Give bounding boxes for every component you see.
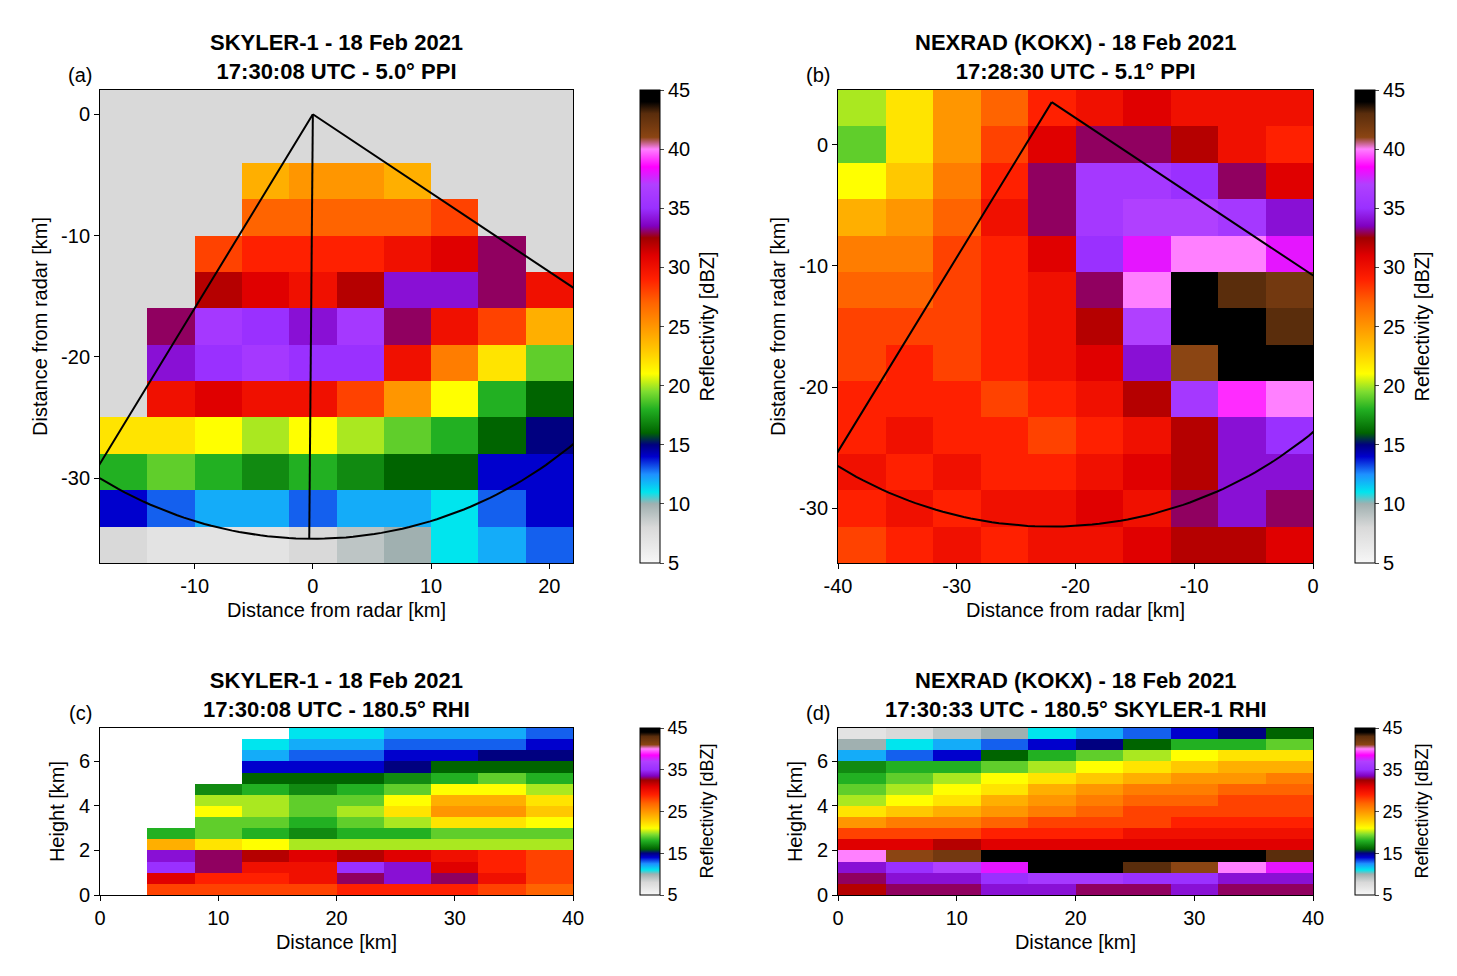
svg-text:40: 40	[562, 907, 584, 929]
svg-text:40: 40	[668, 138, 690, 160]
svg-text:-30: -30	[61, 467, 90, 489]
svg-text:20: 20	[668, 375, 690, 397]
svg-text:NEXRAD (KOKX) - 18 Feb 202117:: NEXRAD (KOKX) - 18 Feb 202117:30:33 UTC …	[885, 668, 1267, 722]
svg-text:45: 45	[668, 718, 688, 738]
svg-text:Height [km]: Height [km]	[784, 761, 806, 862]
svg-text:4: 4	[79, 795, 90, 817]
svg-text:0: 0	[79, 884, 90, 906]
svg-text:(b): (b)	[806, 64, 830, 86]
svg-text:5: 5	[668, 552, 679, 574]
svg-text:-30: -30	[942, 575, 971, 597]
svg-text:40: 40	[1302, 907, 1324, 929]
svg-text:Distance from radar [km]: Distance from radar [km]	[227, 599, 446, 621]
svg-text:5: 5	[1383, 885, 1393, 905]
svg-text:-40: -40	[824, 575, 853, 597]
svg-text:Distance from radar [km]: Distance from radar [km]	[767, 217, 789, 436]
svg-text:25: 25	[668, 802, 688, 822]
svg-text:Reflectivity [dBZ]: Reflectivity [dBZ]	[1411, 251, 1433, 401]
svg-text:20: 20	[1064, 907, 1086, 929]
svg-text:10: 10	[420, 575, 442, 597]
svg-text:6: 6	[817, 750, 828, 772]
svg-text:10: 10	[668, 493, 690, 515]
svg-text:6: 6	[79, 750, 90, 772]
svg-text:Reflectivity [dBZ]: Reflectivity [dBZ]	[697, 743, 717, 878]
svg-text:-20: -20	[61, 346, 90, 368]
svg-text:2: 2	[817, 839, 828, 861]
svg-text:35: 35	[1383, 197, 1405, 219]
svg-text:10: 10	[207, 907, 229, 929]
svg-text:-10: -10	[799, 255, 828, 277]
svg-text:30: 30	[444, 907, 466, 929]
svg-text:0: 0	[94, 907, 105, 929]
svg-text:SKYLER-1 - 18 Feb 202117:30:08: SKYLER-1 - 18 Feb 202117:30:08 UTC - 180…	[203, 668, 470, 722]
svg-text:0: 0	[307, 575, 318, 597]
svg-text:25: 25	[1383, 802, 1403, 822]
svg-text:45: 45	[1383, 718, 1403, 738]
svg-text:40: 40	[1383, 138, 1405, 160]
svg-text:Height [km]: Height [km]	[46, 761, 68, 862]
svg-text:(c): (c)	[69, 702, 92, 724]
svg-text:Reflectivity [dBZ]: Reflectivity [dBZ]	[696, 251, 718, 401]
svg-text:Reflectivity [dBZ]: Reflectivity [dBZ]	[1412, 743, 1432, 878]
svg-text:15: 15	[1383, 844, 1403, 864]
svg-text:SKYLER-1 - 18 Feb 202117:30:08: SKYLER-1 - 18 Feb 202117:30:08 UTC - 5.0…	[210, 30, 463, 84]
svg-text:25: 25	[668, 316, 690, 338]
svg-text:Distance [km]: Distance [km]	[1015, 931, 1136, 953]
svg-text:Distance from radar [km]: Distance from radar [km]	[966, 599, 1185, 621]
svg-text:Distance from radar [km]: Distance from radar [km]	[29, 217, 51, 436]
svg-text:5: 5	[1383, 552, 1394, 574]
svg-text:4: 4	[817, 795, 828, 817]
svg-text:-20: -20	[1061, 575, 1090, 597]
svg-text:20: 20	[325, 907, 347, 929]
svg-text:0: 0	[817, 884, 828, 906]
svg-text:(a): (a)	[68, 64, 92, 86]
svg-text:NEXRAD (KOKX) - 18 Feb 202117:: NEXRAD (KOKX) - 18 Feb 202117:28:30 UTC …	[915, 30, 1237, 84]
svg-text:30: 30	[1383, 256, 1405, 278]
svg-text:30: 30	[668, 256, 690, 278]
svg-text:20: 20	[538, 575, 560, 597]
svg-text:45: 45	[1383, 79, 1405, 101]
svg-text:0: 0	[817, 134, 828, 156]
svg-text:-10: -10	[1180, 575, 1209, 597]
svg-text:15: 15	[668, 844, 688, 864]
svg-text:0: 0	[832, 907, 843, 929]
svg-text:15: 15	[1383, 434, 1405, 456]
svg-text:0: 0	[1307, 575, 1318, 597]
svg-text:20: 20	[1383, 375, 1405, 397]
svg-text:45: 45	[668, 79, 690, 101]
svg-text:(d): (d)	[806, 702, 830, 724]
svg-text:2: 2	[79, 839, 90, 861]
svg-text:-10: -10	[180, 575, 209, 597]
svg-text:35: 35	[668, 760, 688, 780]
svg-text:25: 25	[1383, 316, 1405, 338]
svg-text:-20: -20	[799, 376, 828, 398]
svg-text:-30: -30	[799, 497, 828, 519]
svg-text:5: 5	[668, 885, 678, 905]
svg-text:30: 30	[1183, 907, 1205, 929]
svg-text:35: 35	[668, 197, 690, 219]
svg-text:-10: -10	[61, 225, 90, 247]
svg-text:Distance [km]: Distance [km]	[276, 931, 397, 953]
svg-text:10: 10	[1383, 493, 1405, 515]
svg-text:15: 15	[668, 434, 690, 456]
svg-text:35: 35	[1383, 760, 1403, 780]
svg-text:0: 0	[79, 103, 90, 125]
svg-text:10: 10	[946, 907, 968, 929]
